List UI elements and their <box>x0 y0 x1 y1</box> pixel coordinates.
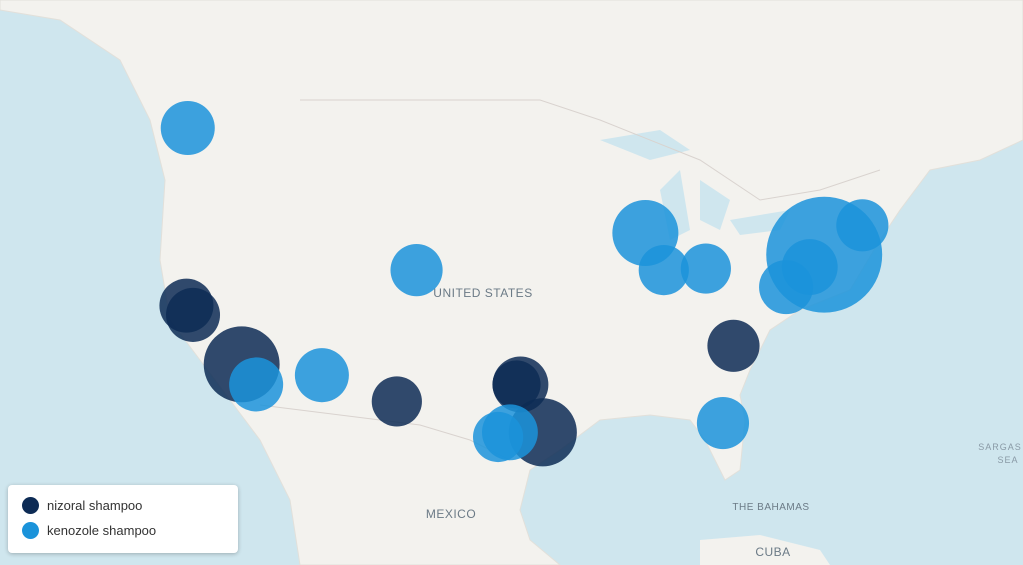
bubble <box>707 319 760 372</box>
country-label: MEXICO <box>426 507 476 521</box>
legend-item[interactable]: nizoral shampoo <box>22 495 142 515</box>
bubble <box>390 244 443 297</box>
bubble <box>165 287 221 342</box>
bubble <box>680 243 731 294</box>
bubble-layer <box>159 100 889 467</box>
country-label: UNITED STATES <box>433 286 532 300</box>
bubble <box>160 100 215 155</box>
legend-label: nizoral shampoo <box>47 497 143 513</box>
country-label: CUBA <box>755 545 790 559</box>
legend-swatch <box>22 496 39 514</box>
legend: nizoral shampoo kenozole shampoo <box>8 485 238 553</box>
bubble <box>229 357 284 412</box>
sea-label: SEA <box>997 455 1018 465</box>
bubble <box>638 245 689 296</box>
legend-swatch <box>22 521 39 539</box>
legend-label: kenozole shampoo <box>47 522 157 538</box>
sea-label: SARGAS <box>978 442 1022 452</box>
bubble <box>836 199 889 252</box>
bubble <box>696 396 750 450</box>
bubble <box>759 260 814 315</box>
legend-item[interactable]: kenozole shampoo <box>22 520 156 540</box>
country-label: THE BAHAMAS <box>732 502 809 513</box>
land <box>700 535 830 565</box>
bubble <box>492 360 541 409</box>
bubble <box>472 411 524 463</box>
border <box>300 99 881 201</box>
bubble <box>371 376 422 427</box>
bubble <box>294 348 349 403</box>
lake <box>600 130 790 240</box>
